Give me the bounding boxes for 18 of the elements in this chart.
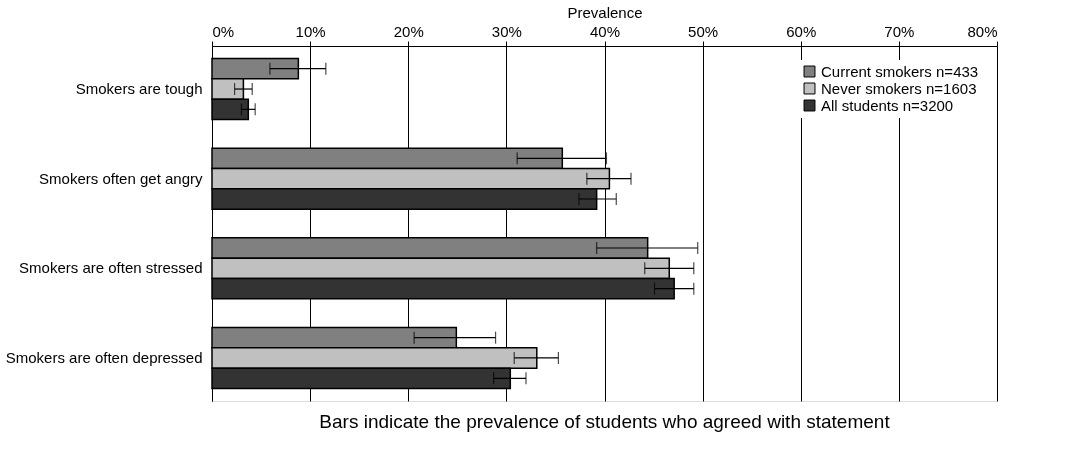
x-tick-label: 20% <box>393 22 424 40</box>
x-tick-label: 30% <box>491 22 522 40</box>
text: Bars indicate the prevalence of students who agreed with statement <box>319 411 891 432</box>
x-tick-label: 50% <box>688 22 719 40</box>
x-tick-label: 0% <box>212 22 235 40</box>
x-tick-label: 40% <box>589 22 621 40</box>
y-tick-label: Smokers often get angry <box>39 169 203 187</box>
legend-label: Current smokers n=433 <box>821 62 979 80</box>
x-tick-label: 70% <box>884 22 915 40</box>
legend-label: Never smokers n=1603 <box>821 79 977 97</box>
legend-label: All students n=3200 <box>821 96 954 114</box>
y-tick-label: Smokers are often depressed <box>5 348 203 366</box>
x-tick-label: 60% <box>786 22 817 40</box>
x-tick-label: 80% <box>967 22 998 40</box>
x-tick-label: 10% <box>295 22 326 40</box>
y-tick-label: Smokers are often stressed <box>19 259 203 277</box>
x-axis-title: Prevalence <box>567 3 643 21</box>
y-tick-label: Smokers are tough <box>75 80 203 98</box>
